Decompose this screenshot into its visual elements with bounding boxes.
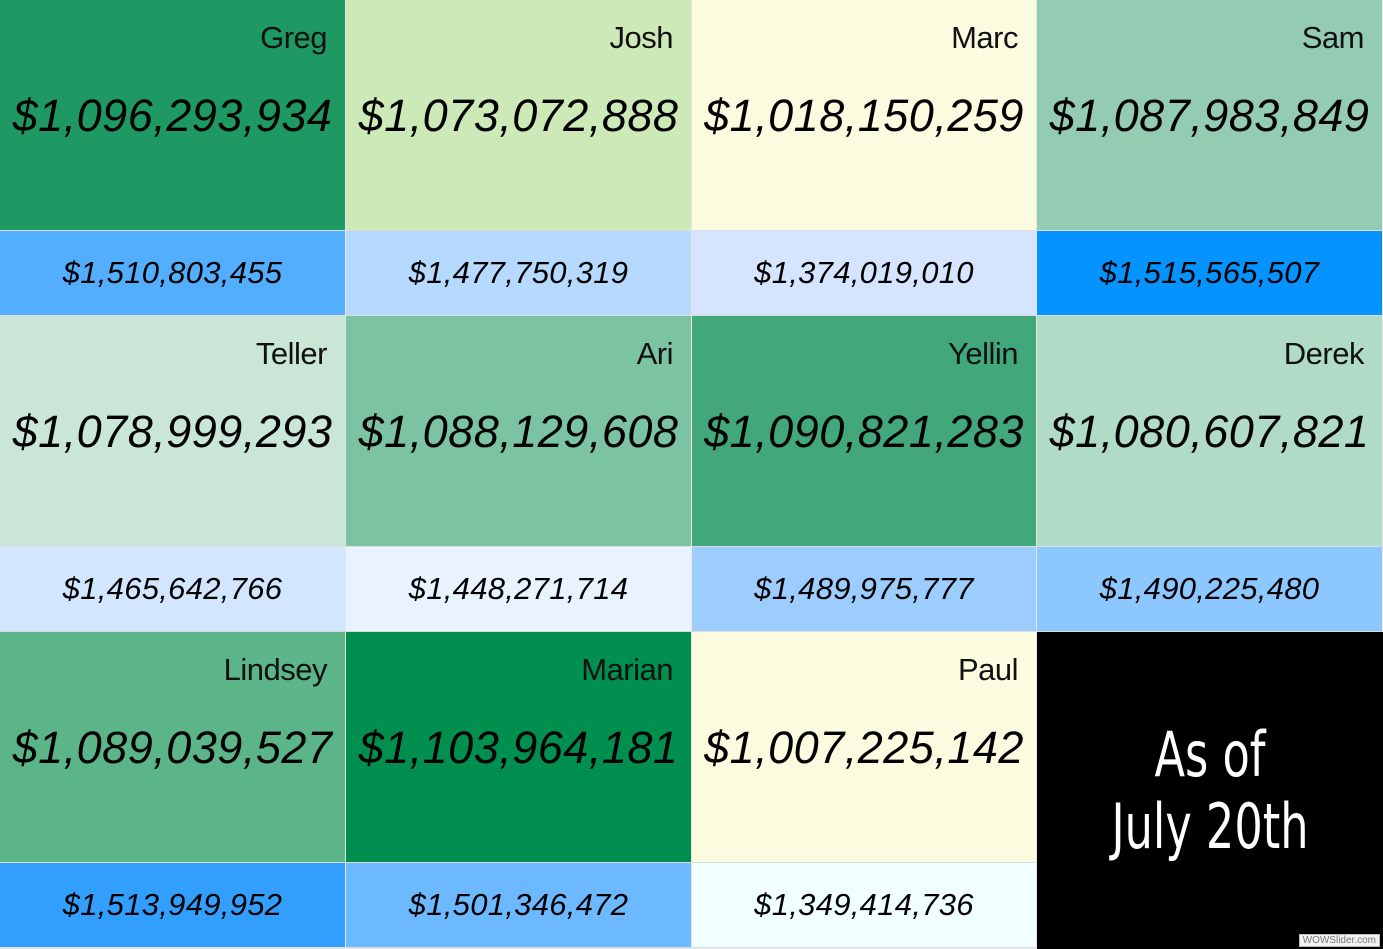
name-cell-yellin: Yellin $1,090,821,283 <box>692 316 1037 547</box>
secondary-amount: $1,515,565,507 <box>1099 255 1320 290</box>
primary-amount: $1,103,964,181 <box>358 722 679 773</box>
primary-amount: $1,073,072,888 <box>358 90 679 141</box>
secondary-cell-ari: $1,448,271,714 <box>346 547 692 632</box>
name-cell-lindsey: Lindsey $1,089,039,527 <box>0 632 346 863</box>
primary-amount: $1,088,129,608 <box>358 406 679 457</box>
secondary-amount: $1,513,949,952 <box>62 887 283 922</box>
as-of-text: As of July 20th <box>1085 632 1334 949</box>
name-cell-derek: Derek $1,080,607,821 <box>1037 316 1383 547</box>
name-cell-marian: Marian $1,103,964,181 <box>346 632 692 863</box>
name-cell-ari: Ari $1,088,129,608 <box>346 316 692 547</box>
secondary-amount: $1,465,642,766 <box>62 571 283 606</box>
primary-amount: $1,090,821,283 <box>704 406 1024 457</box>
secondary-amount: $1,501,346,472 <box>408 887 629 922</box>
secondary-amount: $1,374,019,010 <box>754 255 974 290</box>
secondary-amount: $1,349,414,736 <box>754 887 974 922</box>
secondary-cell-teller: $1,465,642,766 <box>0 547 346 632</box>
secondary-cell-lindsey: $1,513,949,952 <box>0 863 346 948</box>
person-name: Derek <box>1283 336 1365 371</box>
person-name: Josh <box>609 20 674 55</box>
secondary-cell-josh: $1,477,750,319 <box>346 231 692 316</box>
primary-amount: $1,078,999,293 <box>12 406 333 457</box>
secondary-cell-sam: $1,515,565,507 <box>1037 231 1383 316</box>
person-name: Paul <box>957 652 1019 687</box>
secondary-amount: $1,510,803,455 <box>62 255 283 290</box>
person-name: Marian <box>581 652 673 687</box>
primary-amount: $1,018,150,259 <box>704 90 1024 141</box>
name-cell-marc: Marc $1,018,150,259 <box>692 0 1037 231</box>
name-cell-teller: Teller $1,078,999,293 <box>0 316 346 547</box>
person-name: Lindsey <box>223 652 328 687</box>
watermark: WOWSlider.com <box>1298 934 1380 947</box>
name-cell-greg: Greg $1,096,293,934 <box>0 0 346 231</box>
primary-amount: $1,080,607,821 <box>1049 406 1370 457</box>
as-of-line-1: As of <box>1154 717 1266 791</box>
person-name: Marc <box>951 20 1018 55</box>
secondary-amount: $1,489,975,777 <box>754 571 974 606</box>
primary-amount: $1,089,039,527 <box>12 722 333 773</box>
name-cell-paul: Paul $1,007,225,142 <box>692 632 1037 863</box>
secondary-cell-marian: $1,501,346,472 <box>346 863 692 948</box>
person-name: Yellin <box>948 336 1018 371</box>
person-name: Teller <box>255 336 328 371</box>
secondary-amount: $1,477,750,319 <box>408 255 629 290</box>
primary-amount: $1,096,293,934 <box>12 90 333 141</box>
person-name: Greg <box>260 20 327 55</box>
secondary-cell-yellin: $1,489,975,777 <box>692 547 1037 632</box>
primary-amount: $1,007,225,142 <box>704 722 1024 773</box>
name-cell-josh: Josh $1,073,072,888 <box>346 0 692 231</box>
secondary-amount: $1,448,271,714 <box>408 571 629 606</box>
person-name: Ari <box>636 336 674 371</box>
primary-amount: $1,087,983,849 <box>1049 90 1370 141</box>
as-of-panel: As of July 20th <box>1037 632 1383 949</box>
secondary-cell-derek: $1,490,225,480 <box>1037 547 1383 632</box>
secondary-cell-paul: $1,349,414,736 <box>692 863 1037 948</box>
secondary-cell-marc: $1,374,019,010 <box>692 231 1037 316</box>
secondary-cell-greg: $1,510,803,455 <box>0 231 346 316</box>
person-name: Sam <box>1301 20 1365 55</box>
name-cell-sam: Sam $1,087,983,849 <box>1037 0 1383 231</box>
as-of-line-2: July 20th <box>1111 789 1309 863</box>
secondary-amount: $1,490,225,480 <box>1099 571 1320 606</box>
